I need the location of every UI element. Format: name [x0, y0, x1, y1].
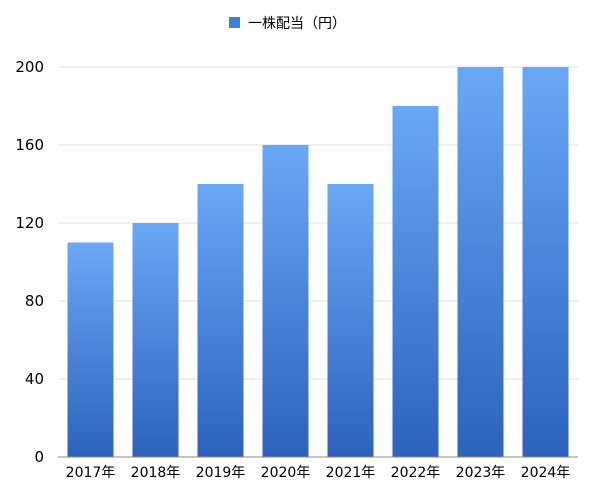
bar [262, 145, 309, 457]
y-tick-label: 200 [15, 58, 44, 76]
bar [197, 184, 244, 457]
x-tick-label: 2020年 [261, 465, 311, 481]
x-tick-label: 2023年 [456, 465, 506, 481]
bar [327, 184, 374, 457]
bar [522, 67, 569, 457]
x-axis-ticks: 2017年 2018年 2019年 2020年 2021年 2022年 2023年 2024年 [66, 465, 571, 481]
bar [67, 242, 114, 457]
y-tick-label: 80 [25, 292, 44, 310]
bar [132, 223, 179, 457]
x-tick-label: 2022年 [391, 465, 441, 481]
bar [392, 106, 439, 457]
x-tick-label: 2018年 [131, 465, 181, 481]
legend-label: 一株配当（円） [248, 16, 346, 32]
bars [67, 67, 569, 457]
y-tick-label: 160 [15, 136, 44, 154]
x-tick-label: 2019年 [196, 465, 246, 481]
y-tick-label: 120 [15, 214, 44, 232]
y-tick-label: 0 [34, 448, 44, 466]
bar [457, 67, 504, 457]
y-tick-label: 40 [25, 370, 44, 388]
legend: 一株配当（円） [229, 16, 346, 32]
y-axis-ticks: 0 40 80 120 160 200 [15, 58, 44, 466]
x-tick-label: 2021年 [326, 465, 376, 481]
legend-swatch [229, 17, 240, 28]
x-tick-label: 2017年 [66, 465, 116, 481]
x-tick-label: 2024年 [521, 465, 571, 481]
